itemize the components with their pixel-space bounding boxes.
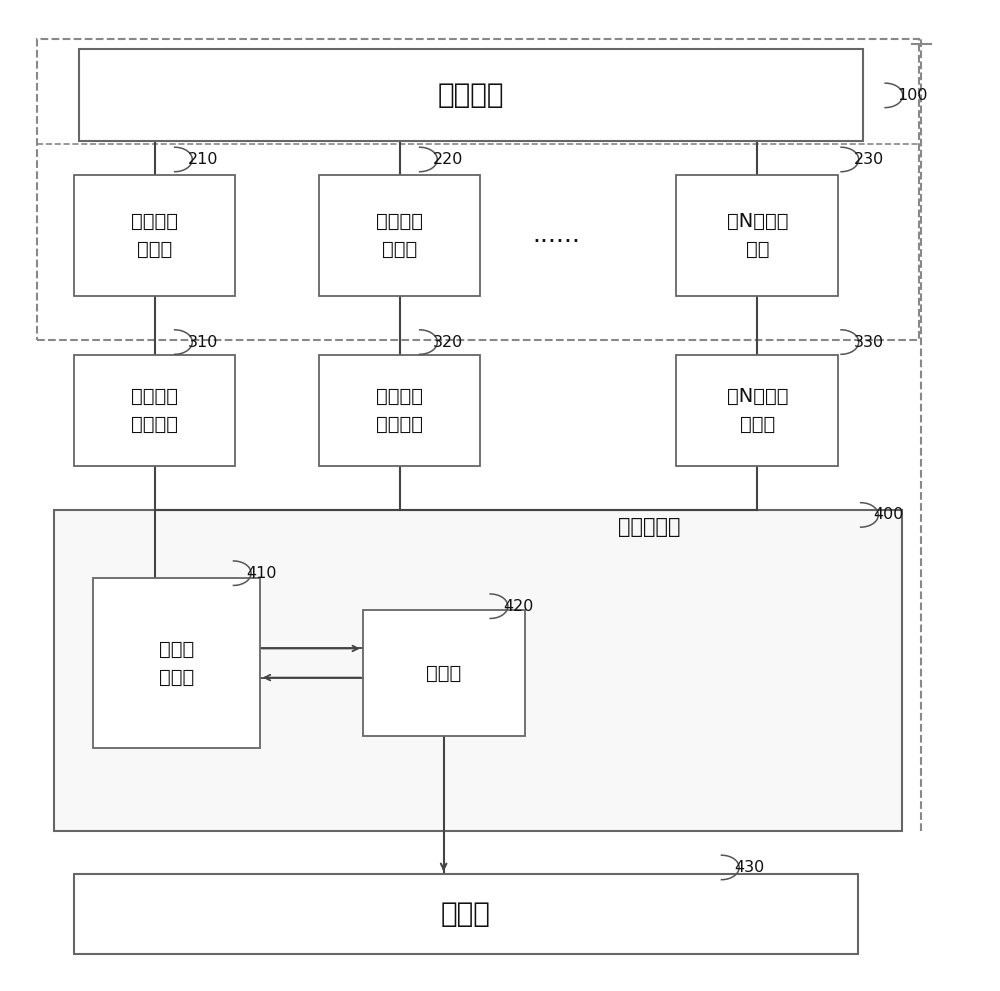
- Text: 存储器: 存储器: [426, 664, 461, 683]
- Text: 310: 310: [187, 335, 218, 350]
- Text: 210: 210: [187, 152, 218, 166]
- Text: 第一信号
调理模块: 第一信号 调理模块: [131, 387, 178, 434]
- Bar: [74, 175, 235, 296]
- Text: 第二信号
调理模块: 第二信号 调理模块: [376, 387, 423, 434]
- Bar: [74, 874, 858, 954]
- Text: 400: 400: [873, 507, 904, 522]
- Text: 410: 410: [246, 566, 277, 581]
- Text: 430: 430: [734, 860, 764, 875]
- Text: 230: 230: [854, 152, 884, 166]
- Text: 320: 320: [432, 335, 463, 350]
- Bar: [74, 355, 235, 467]
- Text: 被测系统: 被测系统: [437, 81, 504, 109]
- Text: 420: 420: [503, 599, 533, 613]
- Bar: [319, 355, 480, 467]
- Text: 数据采
集板卡: 数据采 集板卡: [159, 639, 194, 687]
- Bar: [37, 39, 919, 340]
- Bar: [319, 175, 480, 296]
- Text: 第N信号调
理模块: 第N信号调 理模块: [727, 387, 788, 434]
- Bar: [93, 578, 260, 748]
- Text: 220: 220: [432, 152, 463, 166]
- Bar: [79, 49, 863, 141]
- Bar: [363, 610, 524, 736]
- Text: 工业计算机: 工业计算机: [618, 516, 680, 536]
- Text: ......: ......: [533, 223, 581, 247]
- Bar: [54, 510, 902, 830]
- Text: 第二温度
传感器: 第二温度 传感器: [376, 212, 423, 260]
- Text: 第一温度
传感器: 第一温度 传感器: [131, 212, 178, 260]
- Bar: [676, 175, 838, 296]
- Text: 控制器: 控制器: [441, 900, 491, 929]
- Text: 330: 330: [854, 335, 884, 350]
- Text: 第N温度传
感器: 第N温度传 感器: [727, 212, 788, 260]
- Text: 100: 100: [897, 88, 927, 103]
- Bar: [676, 355, 838, 467]
